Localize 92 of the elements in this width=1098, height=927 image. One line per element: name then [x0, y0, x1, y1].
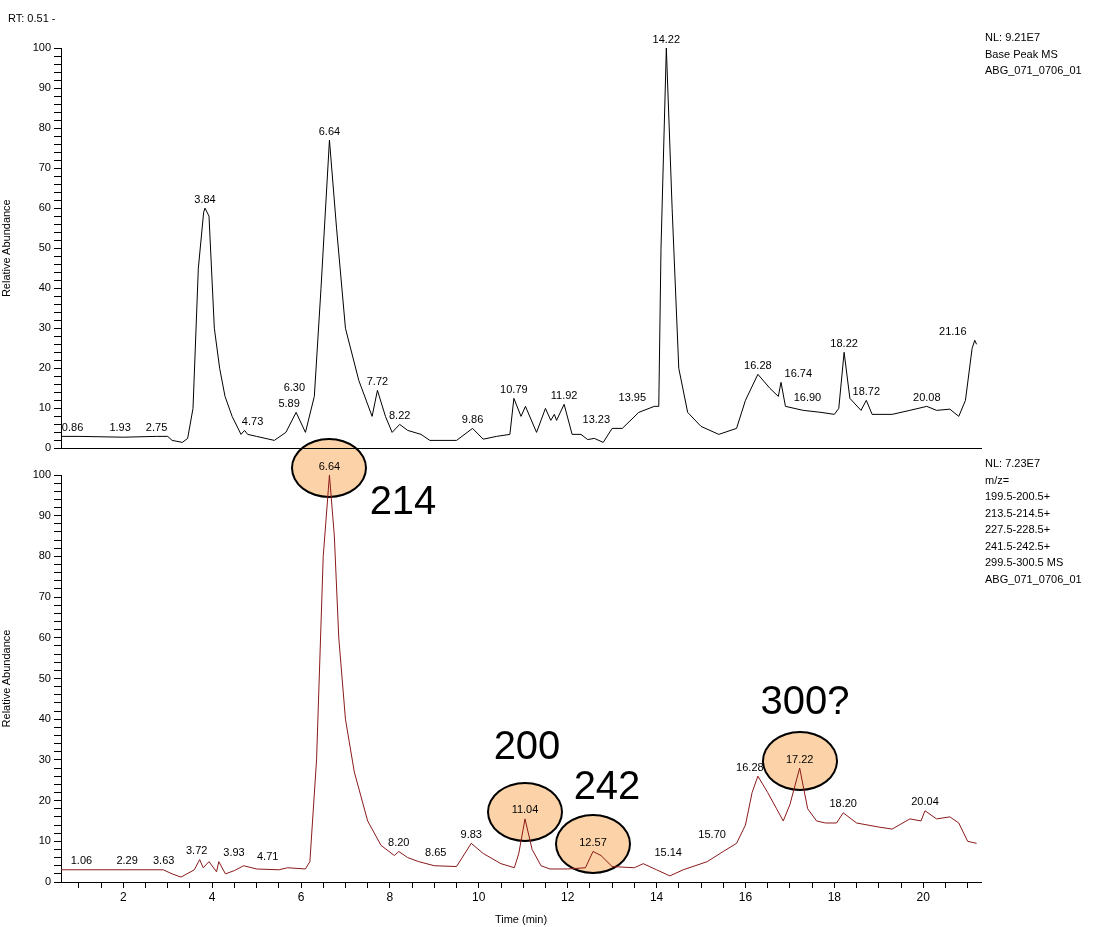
- annotation: 16.74: [784, 366, 813, 379]
- text: ABG_071_0706_01: [985, 63, 1082, 78]
- annotation: 21.16: [939, 324, 967, 337]
- x-tick-label: 18: [827, 889, 842, 904]
- x-tick-label: 6: [297, 889, 305, 904]
- y-tick-label: 80: [38, 121, 51, 134]
- annotation: 3.84: [194, 192, 216, 205]
- text: 227.5-228.5+: [985, 522, 1052, 537]
- x-axis-title: Time (min): [494, 913, 548, 926]
- annotation: 16.28: [736, 760, 764, 773]
- annotation: 9.86: [461, 412, 484, 425]
- x-tick-label: 12: [560, 889, 575, 904]
- text: Base Peak MS: [985, 46, 1059, 62]
- text: m/z=: [985, 472, 1011, 488]
- annotation: 18.72: [852, 384, 881, 397]
- annotation: 20.04: [911, 795, 939, 808]
- annotation: 242: [573, 763, 641, 807]
- annotation: 16.28: [744, 358, 772, 371]
- annotation: 16.90: [793, 390, 822, 403]
- annotation: 1.93: [109, 420, 131, 433]
- text: ABG_071_0706_01: [985, 571, 1082, 587]
- x-tick-label: 14: [649, 889, 664, 904]
- annotation: 15.14: [654, 846, 682, 859]
- y-tick-label: 10: [38, 401, 51, 414]
- annotation: 2.29: [116, 854, 138, 867]
- y-tick-label: 50: [38, 671, 51, 684]
- annotation: 9.83: [460, 827, 482, 840]
- annotation: 18.20: [829, 797, 857, 810]
- y-tick-label: 100: [32, 468, 51, 481]
- annotation: 12.57: [579, 836, 607, 849]
- annotation: 11.92: [550, 388, 578, 401]
- annotation: 200: [493, 723, 561, 767]
- annotation: 0.86: [61, 420, 84, 433]
- x-tick-label: 20: [916, 889, 931, 904]
- annotation: 6.64: [318, 124, 341, 137]
- annotation: 1.06: [70, 854, 93, 867]
- y-tick-label: 50: [38, 241, 51, 254]
- annotation: 3.63: [152, 854, 175, 867]
- annotation: 15.70: [698, 827, 726, 840]
- y-tick-label: 40: [38, 281, 51, 294]
- annotation: 20.08: [913, 390, 941, 403]
- annotation: 18.22: [830, 336, 858, 349]
- y-tick-label: 0: [44, 875, 51, 888]
- text: 199.5-200.5+: [985, 489, 1052, 504]
- y-axis-title: Relative Abundance: [0, 629, 12, 728]
- annotation: 300?: [760, 678, 850, 722]
- y-tick-label: 60: [38, 630, 51, 643]
- annotation: 8.22: [388, 408, 411, 421]
- annotation: 3.93: [223, 846, 245, 859]
- y-tick-label: 40: [38, 712, 51, 725]
- y-tick-label: 90: [38, 81, 51, 94]
- annotation: 4.71: [256, 850, 279, 863]
- y-tick-label: 10: [38, 834, 51, 847]
- annotation: 10.79: [500, 382, 528, 395]
- y-tick-label: 70: [38, 590, 51, 603]
- annotation: 4.73: [241, 414, 264, 427]
- annotation: 17.22: [785, 752, 814, 765]
- y-axis-title: Relative Abundance: [0, 199, 12, 298]
- annotation: 13.95: [618, 390, 647, 403]
- y-tick-label: 90: [38, 508, 51, 521]
- chart-title: RT: 0.51 -: [8, 12, 56, 24]
- annotation: 6.64: [318, 459, 341, 472]
- annotation: 8.20: [388, 836, 410, 849]
- annotation: 7.72: [366, 374, 389, 387]
- x-tick-label: 10: [472, 889, 486, 904]
- y-tick-label: 80: [38, 549, 51, 562]
- text: 241.5-242.5+: [985, 538, 1052, 554]
- text: NL: 9.21E7: [985, 30, 1042, 45]
- annotation: 6.30: [283, 380, 306, 393]
- y-tick-label: 60: [38, 201, 51, 214]
- annotation: 11.04: [511, 803, 539, 816]
- x-tick-label: 4: [208, 889, 216, 904]
- y-tick-label: 0: [44, 441, 51, 454]
- annotation: 3.72: [185, 844, 208, 857]
- x-tick-label: 16: [738, 889, 753, 904]
- x-tick-label: 8: [386, 889, 394, 904]
- y-tick-label: 20: [38, 793, 51, 806]
- text: 213.5-214.5+: [985, 505, 1052, 521]
- x-tick-label: 2: [119, 889, 127, 904]
- y-tick-label: 20: [38, 361, 51, 374]
- annotation: 5.89: [278, 396, 300, 409]
- text: 299.5-300.5 MS: [985, 555, 1065, 570]
- annotation: 2.75: [145, 420, 168, 433]
- annotation: 214: [369, 478, 437, 522]
- annotation: 14.22: [652, 32, 681, 45]
- text: NL: 7.23E7: [985, 456, 1042, 471]
- y-tick-label: 30: [38, 752, 51, 765]
- y-tick-label: 100: [32, 41, 51, 54]
- annotation: 8.65: [425, 846, 447, 859]
- y-tick-label: 30: [38, 321, 51, 334]
- annotation: 13.23: [582, 412, 611, 425]
- y-tick-label: 70: [38, 161, 51, 174]
